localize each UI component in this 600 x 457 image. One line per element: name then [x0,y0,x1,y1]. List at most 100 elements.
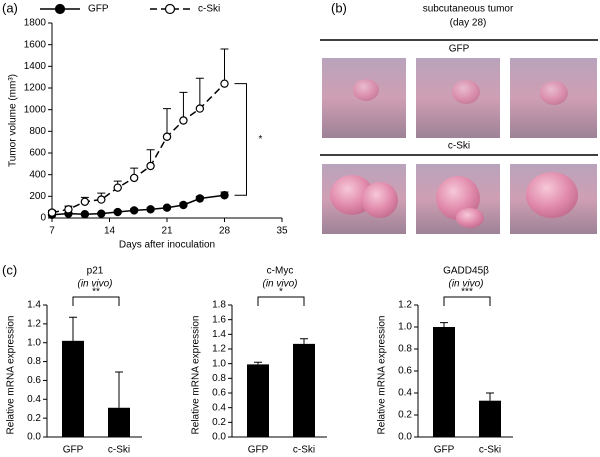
marker [113,207,122,217]
chart-subtitle: (in vivo) [448,279,483,290]
chart-subtitle: (in vivo) [262,279,297,290]
y-tick-label: 0.6 [212,388,226,399]
x-tick-label: GFP [248,445,269,456]
y-tick-label: 1200 [24,83,47,94]
legend-marker [164,3,176,15]
marker [146,161,155,171]
marker [195,104,205,113]
y-tick-label: 1.6 [212,314,226,325]
marker [195,194,205,203]
panel-label: (b) [331,0,347,15]
error-bar [179,91,188,121]
tumor [526,172,578,218]
y-tick-label: 1.2 [27,318,41,329]
photo-title: subcutaneous tumor [423,4,514,15]
marker [162,203,172,212]
significance-label: ** [92,287,100,298]
chart-subtitle: (in vivo) [77,279,112,290]
tumor [452,80,480,104]
error-bar [220,48,229,84]
x-axis-label: Days after inoculation [119,240,215,251]
error-bar [163,108,171,137]
y-tick-label: 1000 [24,104,47,115]
legend-marker [54,3,66,15]
y-tick-label: 0.8 [398,344,412,355]
significance-label: * [279,287,283,298]
series-line [51,83,226,214]
y-tick-label: 0 [40,213,46,224]
marker [113,183,122,192]
marker [129,173,139,183]
y-axis-label: Relative mRNA expression [377,316,388,435]
significance-bracket [72,296,120,306]
tumor [362,182,398,218]
significance-label: *** [461,287,473,298]
x-tick-label: 21 [161,226,173,237]
y-tick-label: 800 [29,126,46,137]
y-axis-label: Relative mRNA expression [6,316,17,435]
error-bar [486,392,494,401]
y-tick-label: 0.4 [27,394,41,405]
y-tick-label: 0.2 [27,413,41,424]
y-axis-label: Tumor volume (mm³) [8,74,19,167]
y-tick-label: 0.4 [212,402,226,413]
y-tick-label: 0.0 [398,432,412,443]
tumor [456,208,484,228]
x-tick-label: c-Ski [108,445,130,456]
tumor [540,81,568,105]
y-tick-label: 1.0 [27,337,41,348]
x-tick-label: GFP [63,445,84,456]
marker [80,197,90,206]
legend-label: GFP [88,4,109,15]
y-tick-label: 0.2 [398,410,412,421]
error-bar [69,316,77,341]
chart-title: c-Myc [267,266,294,277]
y-tick-label: 0.8 [212,373,226,384]
y-tick-label: 0.0 [27,432,41,443]
y-tick-label: 0.4 [398,388,412,399]
marker [47,208,57,217]
x-tick-label: 35 [276,226,288,237]
panel-label: (c) [2,262,17,277]
chart-title: p21 [87,266,104,277]
y-tick-label: 600 [29,148,46,159]
bar [293,343,315,437]
y-tick-label: 400 [29,169,46,180]
y-tick-label: 200 [29,191,46,202]
y-tick-label: 1.0 [212,358,226,369]
x-tick-label: c-Ski [479,445,501,456]
marker [97,209,106,218]
marker [179,116,188,125]
y-tick-label: 0.8 [27,356,41,367]
significance-bracket [234,83,247,196]
marker [220,79,229,88]
y-tick-label: 1800 [24,18,47,29]
row-label: GFP [449,44,470,55]
photo-subtitle: (day 28) [450,18,487,29]
error-bar [300,338,308,344]
significance-label: * [259,134,263,145]
bar [108,407,130,437]
y-tick-label: 0.0 [212,432,226,443]
y-tick-label: 0.6 [398,366,412,377]
tumor [353,79,379,101]
panel-label: (a) [2,0,18,15]
marker [162,132,172,141]
y-tick-label: 1.4 [27,300,41,311]
x-tick-label: GFP [434,445,455,456]
bar [479,400,501,437]
error-bar [115,371,123,408]
y-tick-label: 1.8 [212,300,226,311]
y-tick-label: 0.2 [212,417,226,428]
marker [97,195,106,204]
bar [433,327,455,437]
marker [64,205,73,214]
chart-title: GADD45β [443,266,489,277]
y-tick-label: 1.2 [212,344,226,355]
legend-label: c-Ski [198,4,220,15]
x-tick-label: 14 [104,226,116,237]
y-tick-label: 1600 [24,39,47,50]
marker [146,205,155,214]
